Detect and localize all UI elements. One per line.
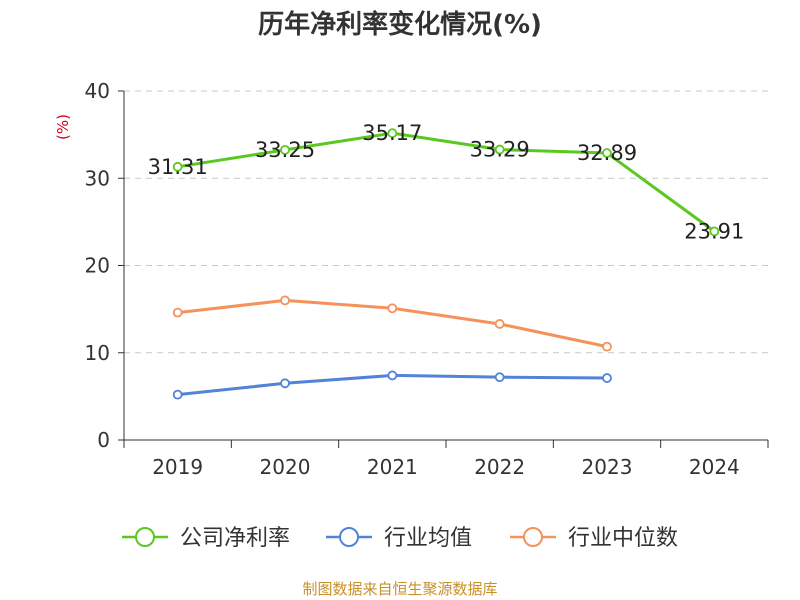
data-label: 31.31 — [148, 155, 208, 179]
legend-label: 行业中位数 — [568, 526, 678, 551]
data-label-layer: 31.31 33.25 35.17 33.29 32.89 23.91 — [148, 121, 745, 243]
data-label: 35.17 — [362, 121, 422, 145]
data-point — [280, 378, 290, 389]
data-point — [280, 295, 290, 306]
data-point — [387, 128, 398, 139]
x-tick-label: 2022 — [474, 455, 525, 479]
x-tick-label: 2020 — [260, 455, 311, 479]
chart-title: 历年净利率变化情况(%) — [258, 10, 542, 40]
legend: 公司净利率 行业均值 行业中位数 — [122, 526, 678, 551]
data-label: 32.89 — [577, 141, 637, 165]
data-point — [494, 144, 505, 155]
legend-marker — [339, 527, 359, 547]
y-axis-label: (%) — [54, 114, 72, 140]
data-point — [709, 226, 720, 237]
data-label: 33.29 — [470, 138, 530, 162]
x-tick-label: 2019 — [152, 455, 203, 479]
series-layer — [172, 128, 720, 400]
data-point — [172, 161, 183, 172]
data-point — [494, 372, 505, 383]
data-point — [387, 303, 398, 314]
legend-marker — [523, 527, 543, 547]
y-tick-label: 20 — [85, 254, 110, 278]
y-tick-label: 40 — [85, 79, 110, 103]
data-point — [280, 144, 290, 155]
x-tick-label: 2023 — [582, 455, 633, 479]
y-tick-label: 30 — [85, 166, 110, 190]
data-point — [602, 373, 612, 383]
grid-layer — [124, 90, 768, 354]
x-tick-label: 2021 — [367, 455, 418, 479]
y-tick-label: 10 — [85, 341, 110, 365]
data-point — [602, 341, 612, 352]
data-label: 33.25 — [255, 138, 315, 162]
legend-item: 行业中位数 — [510, 526, 678, 551]
data-point — [494, 319, 505, 329]
data-point — [602, 148, 612, 158]
chart-source: 制图数据来自恒生聚源数据库 — [302, 580, 498, 598]
legend-item: 行业均值 — [326, 526, 472, 551]
legend-label: 行业均值 — [384, 526, 472, 551]
axis-layer: 0 10 20 30 40 2019 2020 2021 2022 2023 2024 (%) — [54, 79, 769, 479]
data-point — [172, 389, 183, 400]
data-point — [172, 307, 183, 318]
y-tick-label: 0 — [97, 428, 110, 452]
legend-item: 公司净利率 — [122, 526, 290, 551]
data-point — [387, 370, 398, 381]
series-line-0 — [177, 131, 716, 233]
legend-marker — [135, 527, 155, 547]
data-label: 23.91 — [684, 219, 744, 243]
x-tick-label: 2024 — [689, 455, 740, 479]
legend-label: 公司净利率 — [180, 526, 290, 551]
